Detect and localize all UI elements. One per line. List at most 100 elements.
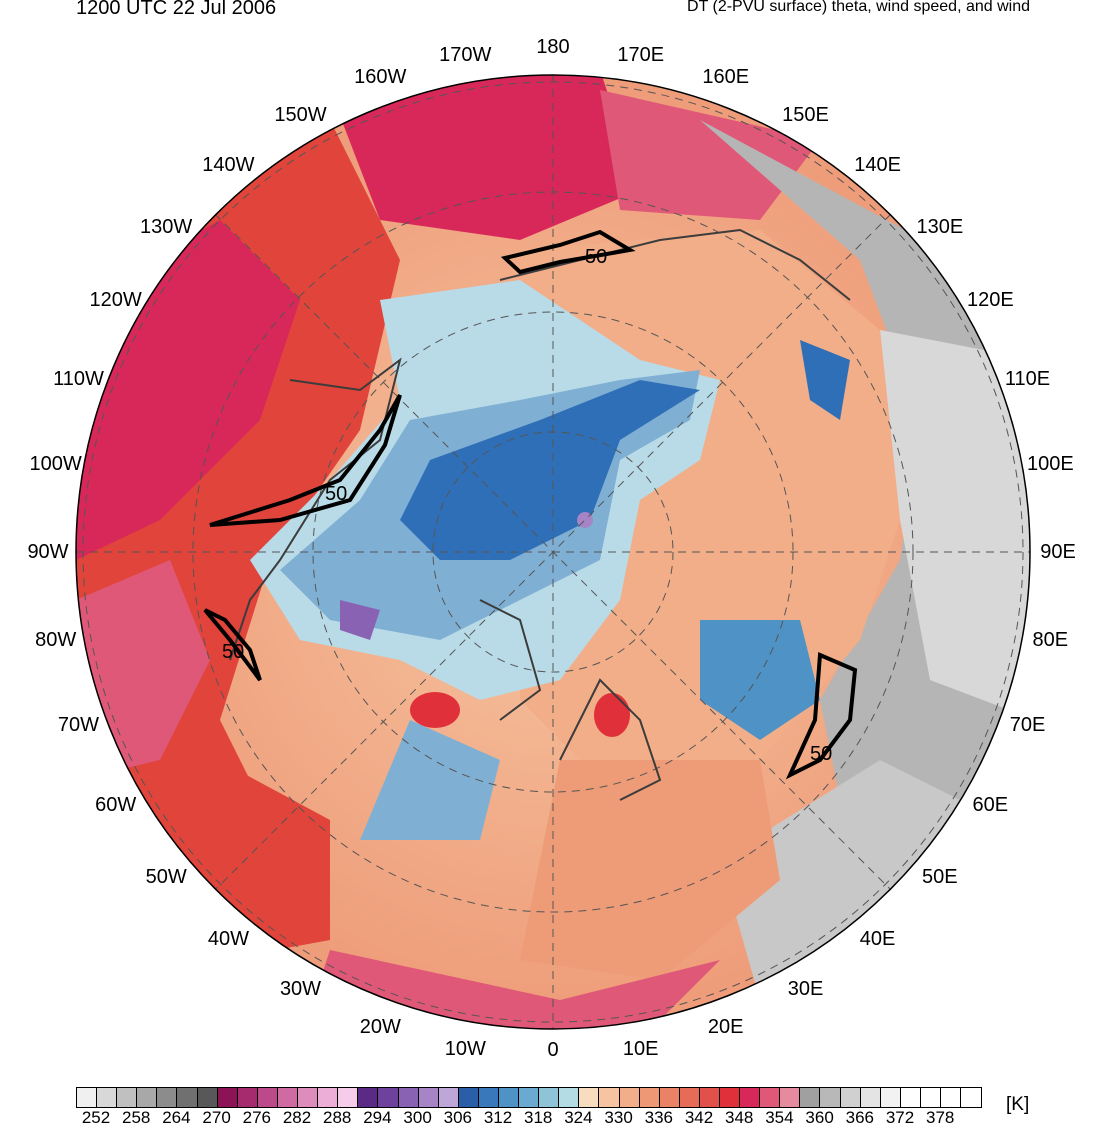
lon-label-0: 0	[547, 1039, 559, 1061]
polar-map: 50 50 50 50	[75, 74, 1031, 1030]
colorbar-swatch	[559, 1088, 580, 1107]
lon-label-80e: 80E	[1032, 628, 1069, 651]
colorbar-tick-label: 264	[162, 1108, 191, 1127]
colorbar-tick-label: 300	[403, 1108, 432, 1127]
colorbar-swatch	[418, 1088, 439, 1107]
lon-label-60e: 60E	[972, 793, 1009, 816]
colorbar-swatch	[579, 1088, 600, 1107]
lon-label-140e: 140E	[854, 154, 901, 177]
wind-speed-contours	[203, 229, 858, 780]
lon-label-30w: 30W	[279, 978, 322, 1001]
lon-label-60w: 60W	[95, 793, 137, 816]
lon-label-90e: 90E	[1040, 541, 1076, 563]
lon-label-10w: 10W	[444, 1038, 486, 1061]
colorbar-swatch	[257, 1088, 278, 1107]
lon-label-180: 180	[536, 36, 570, 58]
lon-label-70w: 70W	[57, 713, 100, 736]
colorbar-swatch	[619, 1088, 640, 1107]
colorbar-swatch	[599, 1088, 620, 1107]
colorbar-swatch	[97, 1088, 118, 1107]
colorbar-swatch	[498, 1088, 520, 1107]
graticule	[76, 75, 1030, 1029]
colorbar-tick-label: 348	[725, 1108, 754, 1127]
contour-labels: 50 50 50 50	[222, 246, 832, 765]
lon-label-100w: 100W	[29, 453, 82, 476]
colorbar-tick-label: 366	[845, 1108, 874, 1127]
colorbar-swatch	[820, 1088, 841, 1107]
lon-label-120w: 120W	[89, 288, 142, 311]
colorbar-swatch	[800, 1088, 821, 1107]
colorbar-swatch	[217, 1088, 238, 1107]
colorbar-swatch	[760, 1088, 781, 1107]
colorbar-swatch	[77, 1088, 98, 1107]
colorbar-tick-label: 270	[202, 1108, 231, 1127]
lon-label-20e: 20E	[707, 1015, 744, 1038]
colorbar-swatch	[117, 1088, 138, 1107]
colorbar-tick-label: 282	[282, 1108, 312, 1127]
colorbar-swatch	[840, 1088, 861, 1107]
contour-label-50: 50	[810, 743, 832, 765]
lon-label-150w: 150W	[274, 103, 327, 126]
lon-label-160w: 160W	[354, 66, 407, 89]
colorbar-swatch	[900, 1088, 921, 1107]
colorbar-swatch	[961, 1088, 982, 1107]
colorbar-swatch	[358, 1088, 379, 1107]
colorbar-tick-label: 354	[765, 1108, 794, 1127]
colorbar-swatch	[720, 1088, 741, 1107]
lon-label-150e: 150E	[782, 103, 829, 126]
colorbar-tick-label: 258	[122, 1108, 151, 1127]
colorbar-swatch	[478, 1088, 499, 1107]
lon-label-40e: 40E	[859, 927, 896, 950]
colorbar-swatch	[539, 1088, 560, 1107]
valid-time-title: 1200 UTC 22 Jul 2006	[76, 0, 277, 19]
colorbar-swatch	[318, 1088, 339, 1107]
product-title: DT (2-PVU surface) theta, wind speed, an…	[687, 0, 1030, 15]
colorbar-swatch	[740, 1088, 761, 1107]
lon-label-110w: 110W	[53, 368, 104, 391]
colorbar-swatch	[920, 1088, 942, 1107]
colorbar-tick-label: 342	[684, 1108, 714, 1127]
lon-label-160e: 160E	[702, 66, 750, 89]
lon-label-80w: 80W	[35, 628, 77, 651]
colorbar-swatch	[237, 1088, 258, 1107]
colorbar-tick-label: 276	[242, 1108, 271, 1127]
lon-label-50w: 50W	[145, 865, 187, 888]
colorbar-tick-label: 336	[644, 1108, 673, 1127]
colorbar-tick-label: 378	[926, 1108, 955, 1127]
lon-label-120e: 120E	[966, 288, 1014, 311]
colorbar-swatch	[880, 1088, 901, 1107]
lon-label-100e: 100E	[1026, 453, 1074, 476]
colorbar-swatch	[177, 1088, 198, 1107]
colorbar-tick-label: 252	[81, 1108, 111, 1127]
colorbar-swatch	[860, 1088, 881, 1107]
lon-label-170w: 170W	[439, 43, 492, 66]
colorbar-tick-label: 324	[564, 1108, 593, 1127]
lon-label-20w: 20W	[359, 1015, 401, 1038]
lon-label-110e: 110E	[1004, 368, 1051, 391]
lon-label-90w: 90W	[27, 541, 69, 563]
lon-label-140w: 140W	[202, 154, 255, 177]
colorbar-tick-label: 318	[524, 1108, 553, 1127]
colorbar-swatch	[699, 1088, 720, 1107]
colorbar-tick-label: 312	[483, 1108, 513, 1127]
colorbar-swatch	[378, 1088, 399, 1107]
colorbar-swatch	[458, 1088, 479, 1107]
colorbar-swatch	[197, 1088, 218, 1107]
colorbar-swatch	[298, 1088, 319, 1107]
colorbar-swatch	[398, 1088, 419, 1107]
lon-label-70e: 70E	[1009, 713, 1046, 736]
colorbar-unit: [K]	[1006, 1094, 1030, 1115]
colorbar-swatch	[659, 1088, 680, 1107]
colorbar-tick-label: 294	[363, 1108, 392, 1127]
lon-label-10e: 10E	[622, 1038, 659, 1061]
map-boundary	[75, 74, 1031, 1030]
colorbar-swatch	[157, 1088, 178, 1107]
colorbar-swatch	[941, 1088, 962, 1107]
colorbar-swatch	[679, 1088, 700, 1107]
colorbar-swatch	[338, 1088, 359, 1107]
contour-label-50: 50	[222, 641, 244, 663]
lon-label-50e: 50E	[922, 865, 958, 888]
colorbar-swatch	[780, 1088, 801, 1107]
colorbar-tick-label: 306	[443, 1108, 472, 1127]
colorbar-swatch	[438, 1088, 459, 1107]
